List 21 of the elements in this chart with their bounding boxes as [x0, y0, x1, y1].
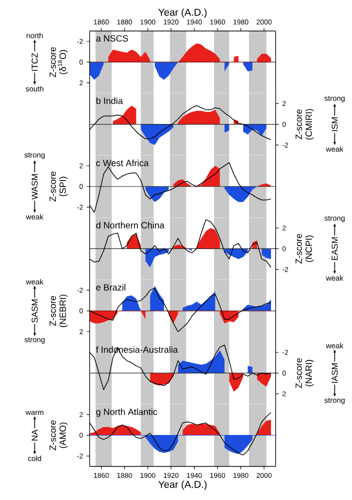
text: ISM: [332, 117, 338, 132]
y2-axis-title: Z-score (NARI): [296, 358, 314, 388]
chart-title: b India: [96, 97, 124, 104]
x-axis-title: Year (A.D.): [158, 480, 207, 490]
y-axis-title: Z-score (SPI): [50, 172, 68, 202]
chart-title: d Northern China: [96, 222, 165, 228]
text: ITCZ: [32, 52, 38, 71]
chart-title: e Brazil: [96, 284, 126, 291]
y-axis-title: Z-score (NEBRI): [50, 294, 68, 328]
chart-title: c West Africa: [96, 160, 149, 166]
text: NA: [32, 429, 38, 441]
y-axis-title: Z-score (AMO): [50, 420, 68, 450]
x2-axis-title: Year (A.D.): [158, 8, 207, 18]
chart-title: a NSCS: [96, 35, 128, 42]
text: WASM: [32, 174, 38, 200]
y2-axis-title: Z-score (CMIRI): [296, 109, 314, 140]
text: IASM: [332, 363, 338, 383]
y2-axis-title: Z-score (NCPI): [296, 234, 314, 264]
chart-title: g North Atlantic: [96, 408, 158, 417]
text: EASM: [332, 237, 338, 260]
text: SASM: [32, 300, 38, 323]
